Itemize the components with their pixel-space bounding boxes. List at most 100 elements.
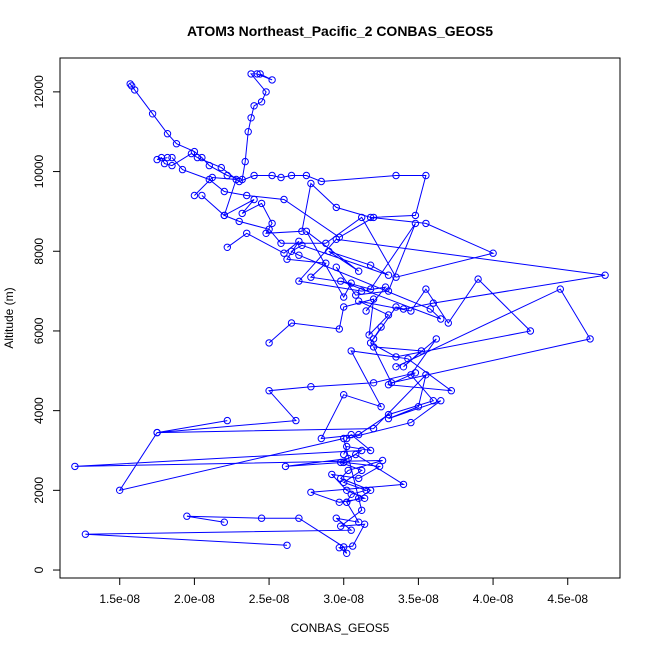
- data-point: [298, 227, 306, 236]
- data-point: [223, 171, 232, 180]
- data-point: [384, 414, 393, 423]
- y-tick-label: 6000: [32, 317, 46, 344]
- data-point: [384, 311, 393, 319]
- data-point: [399, 480, 408, 489]
- data-point: [332, 263, 340, 271]
- data-point: [392, 171, 400, 180]
- data-point: [277, 173, 285, 182]
- data-point: [198, 153, 206, 162]
- data-point: [302, 227, 311, 236]
- data-point: [422, 285, 430, 293]
- data-point: [243, 191, 251, 200]
- data-point: [217, 163, 226, 172]
- data-point: [526, 327, 535, 335]
- data-point: [444, 319, 452, 327]
- data-point: [71, 462, 79, 471]
- x-tick-label: 2.0e-08: [174, 592, 215, 606]
- data-point: [399, 363, 408, 371]
- data-point: [81, 530, 90, 538]
- data-point: [292, 416, 300, 425]
- data-point: [268, 76, 276, 84]
- data-point: [366, 486, 375, 494]
- data-point: [253, 70, 261, 78]
- data-point: [322, 259, 330, 267]
- data-point: [392, 363, 400, 371]
- data-point: [366, 285, 375, 293]
- series-line: [156, 153, 427, 238]
- data-point: [302, 171, 311, 180]
- data-point: [369, 213, 378, 222]
- x-tick-label: 4.5e-08: [547, 592, 588, 606]
- x-tick-label: 4.0e-08: [473, 592, 514, 606]
- x-tick-label: 1.5e-08: [99, 592, 140, 606]
- data-point: [262, 88, 270, 96]
- series-layer: [71, 70, 609, 557]
- data-point: [317, 177, 325, 186]
- data-point: [586, 335, 594, 343]
- data-point: [340, 450, 348, 459]
- data-point: [489, 249, 497, 257]
- data-point: [601, 271, 609, 279]
- data-point: [358, 466, 366, 475]
- data-point: [283, 541, 291, 549]
- data-point: [347, 279, 355, 287]
- data-point: [360, 520, 369, 528]
- data-point: [355, 297, 363, 305]
- data-point: [153, 155, 161, 164]
- data-point: [407, 371, 415, 379]
- data-point: [265, 225, 273, 234]
- data-point: [343, 442, 351, 451]
- series-line: [268, 238, 606, 358]
- data-point: [362, 307, 370, 315]
- data-point: [307, 488, 315, 496]
- y-tick-label: 2000: [32, 477, 46, 504]
- data-point: [349, 542, 357, 550]
- data-point: [287, 247, 296, 256]
- data-point: [220, 518, 229, 526]
- data-point: [250, 102, 258, 110]
- series-line: [129, 73, 273, 181]
- data-point: [178, 165, 187, 174]
- data-point: [369, 295, 378, 303]
- data-point: [404, 355, 412, 363]
- data-point: [358, 213, 366, 222]
- y-tick-label: 4000: [32, 397, 46, 424]
- series-line: [194, 176, 495, 278]
- data-point: [369, 335, 378, 343]
- data-point: [335, 233, 343, 242]
- data-point: [387, 379, 396, 387]
- data-point: [358, 446, 366, 455]
- data-point: [426, 305, 434, 313]
- data-point: [265, 387, 273, 395]
- data-point: [366, 261, 375, 269]
- data-point: [355, 267, 363, 275]
- data-point: [422, 219, 430, 228]
- data-point: [392, 353, 400, 361]
- data-point: [157, 153, 166, 162]
- data-point: [243, 229, 251, 238]
- data-point: [340, 303, 348, 311]
- data-point: [340, 458, 348, 467]
- data-point: [332, 514, 340, 522]
- data-point: [220, 187, 229, 196]
- data-point: [340, 391, 348, 399]
- data-point: [238, 209, 246, 218]
- chart-title: ATOM3 Northeast_Pacific_2 CONBAS_GEOS5: [187, 23, 493, 39]
- data-point: [343, 498, 351, 506]
- data-point: [362, 486, 370, 494]
- data-point: [268, 171, 276, 180]
- data-point: [241, 157, 249, 166]
- data-point: [168, 153, 176, 162]
- data-point: [347, 490, 355, 498]
- y-tick-label: 0: [32, 566, 46, 573]
- y-tick-label: 8000: [32, 238, 46, 265]
- data-point: [343, 486, 351, 494]
- data-point: [399, 305, 408, 313]
- data-point: [411, 211, 420, 220]
- data-point: [190, 147, 199, 156]
- data-point: [283, 255, 291, 263]
- x-tick-label: 2.5e-08: [249, 592, 290, 606]
- data-point: [411, 369, 420, 377]
- data-point: [287, 319, 296, 327]
- data-point: [343, 434, 351, 443]
